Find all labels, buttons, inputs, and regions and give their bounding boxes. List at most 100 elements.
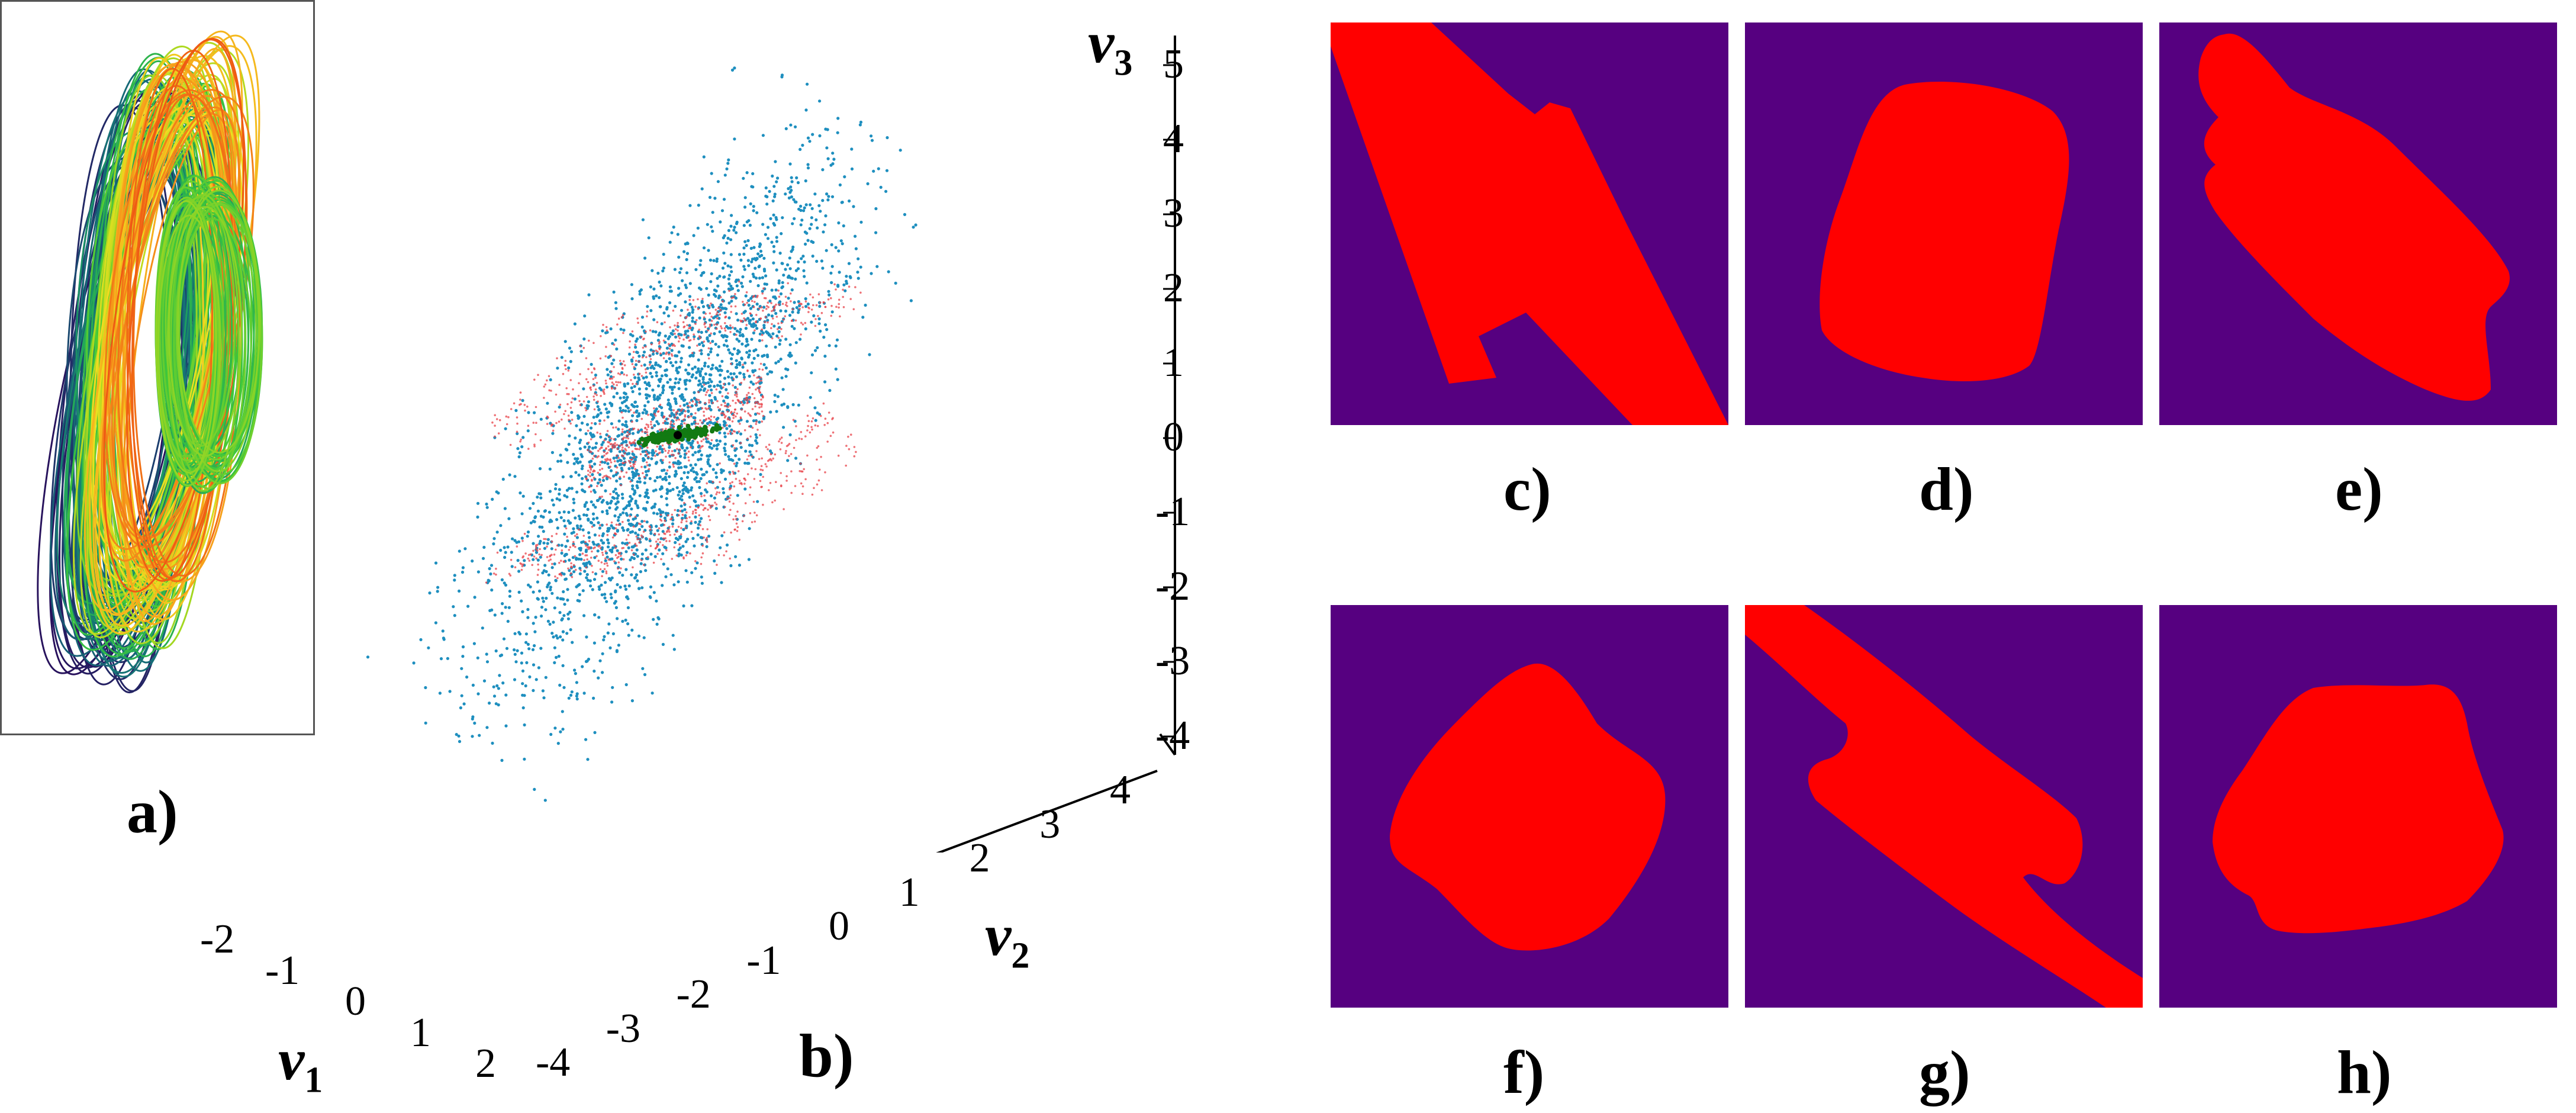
scatter-point: [620, 316, 623, 319]
scatter-point: [751, 369, 755, 372]
scatter-point: [755, 441, 759, 445]
scatter-point: [714, 507, 718, 510]
scatter-point: [738, 361, 742, 365]
scatter-point: [670, 353, 673, 356]
scatter-point: [616, 454, 618, 457]
scatter-point: [732, 502, 735, 505]
scatter-point: [589, 475, 591, 478]
scatter-point: [710, 446, 714, 450]
scatter-point: [770, 302, 772, 304]
scatter-point: [724, 388, 728, 391]
scatter-point: [668, 540, 671, 542]
scatter-point: [488, 567, 491, 571]
scatter-point: [610, 422, 613, 426]
scatter-point: [723, 334, 726, 337]
scatter-point: [519, 440, 521, 443]
scatter-point: [617, 372, 620, 375]
scatter-point: [513, 475, 517, 478]
scatter-point: [559, 572, 562, 575]
scatter-point: [786, 459, 790, 462]
basin-region: [1390, 663, 1666, 951]
scatter-point: [567, 442, 571, 446]
scatter-point: [735, 464, 738, 468]
scatter-point: [609, 469, 613, 472]
scatter-point: [731, 420, 734, 423]
scatter-point: [735, 401, 737, 404]
scatter-point: [746, 399, 749, 402]
scatter-point: [814, 424, 817, 427]
scatter-point: [478, 734, 481, 737]
scatter-point: [716, 420, 719, 423]
scatter-point: [549, 586, 552, 589]
scatter-point: [775, 180, 778, 184]
scatter-point: [715, 447, 719, 451]
scatter-point: [772, 185, 776, 188]
scatter-point: [710, 332, 712, 335]
scatter-point: [567, 567, 569, 570]
scatter-point: [705, 470, 709, 474]
scatter-point: [677, 335, 680, 337]
scatter-point: [795, 425, 797, 427]
scatter-point: [622, 462, 624, 464]
v3-tick-label: -4: [1155, 713, 1190, 758]
scatter-point: [563, 413, 565, 416]
scatter-point: [452, 605, 455, 609]
scatter-point: [762, 475, 764, 478]
scatter-point: [761, 292, 764, 295]
scatter-point: [711, 401, 714, 404]
scatter-point: [739, 327, 742, 332]
scatter-point: [729, 324, 732, 327]
scatter-point: [725, 167, 729, 171]
scatter-point: [586, 578, 590, 582]
scatter-point: [655, 294, 658, 298]
scatter-point: [616, 384, 618, 387]
scatter-point: [699, 492, 703, 496]
scatter-point: [615, 471, 617, 474]
scatter-point: [601, 498, 605, 502]
scatter-point: [762, 305, 766, 309]
scatter-point: [643, 465, 647, 469]
scatter-point: [698, 329, 700, 331]
scatter-point: [654, 455, 656, 457]
scatter-point: [743, 268, 746, 271]
scatter-point: [555, 532, 558, 535]
scatter-point: [637, 477, 641, 480]
scatter-point: [742, 372, 746, 376]
scatter-point: [615, 479, 619, 483]
scatter-point: [740, 356, 743, 360]
scatter-point: [746, 462, 749, 465]
scatter-point: [770, 240, 774, 244]
scatter-point: [728, 497, 731, 500]
scatter-point: [516, 559, 520, 562]
scatter-point: [579, 548, 582, 552]
scatter-point: [526, 530, 530, 534]
scatter-point: [588, 540, 591, 542]
scatter-point: [611, 686, 614, 689]
scatter-point: [701, 271, 704, 275]
scatter-point: [739, 442, 742, 445]
scatter-point: [590, 490, 593, 493]
scatter-point: [650, 420, 652, 423]
scatter-point: [532, 422, 535, 424]
scatter-point: [758, 332, 762, 336]
scatter-point: [703, 432, 708, 437]
scatter-point: [748, 398, 751, 401]
scatter-point: [735, 337, 739, 341]
scatter-point: [513, 539, 517, 542]
scatter-point: [556, 577, 559, 580]
scatter-point: [684, 514, 687, 517]
scatter-point: [640, 552, 644, 556]
scatter-point: [645, 500, 649, 504]
scatter-point: [749, 435, 752, 438]
scatter-point: [660, 406, 664, 410]
scatter-point: [817, 479, 820, 482]
scatter-point: [768, 189, 771, 193]
scatter-point: [678, 418, 680, 421]
scatter-point: [724, 453, 727, 456]
scatter-point: [709, 506, 712, 509]
scatter-point: [810, 216, 813, 220]
scatter-point: [627, 584, 631, 588]
scatter-point: [599, 547, 602, 549]
scatter-point: [831, 152, 835, 155]
scatter-point: [702, 246, 706, 250]
